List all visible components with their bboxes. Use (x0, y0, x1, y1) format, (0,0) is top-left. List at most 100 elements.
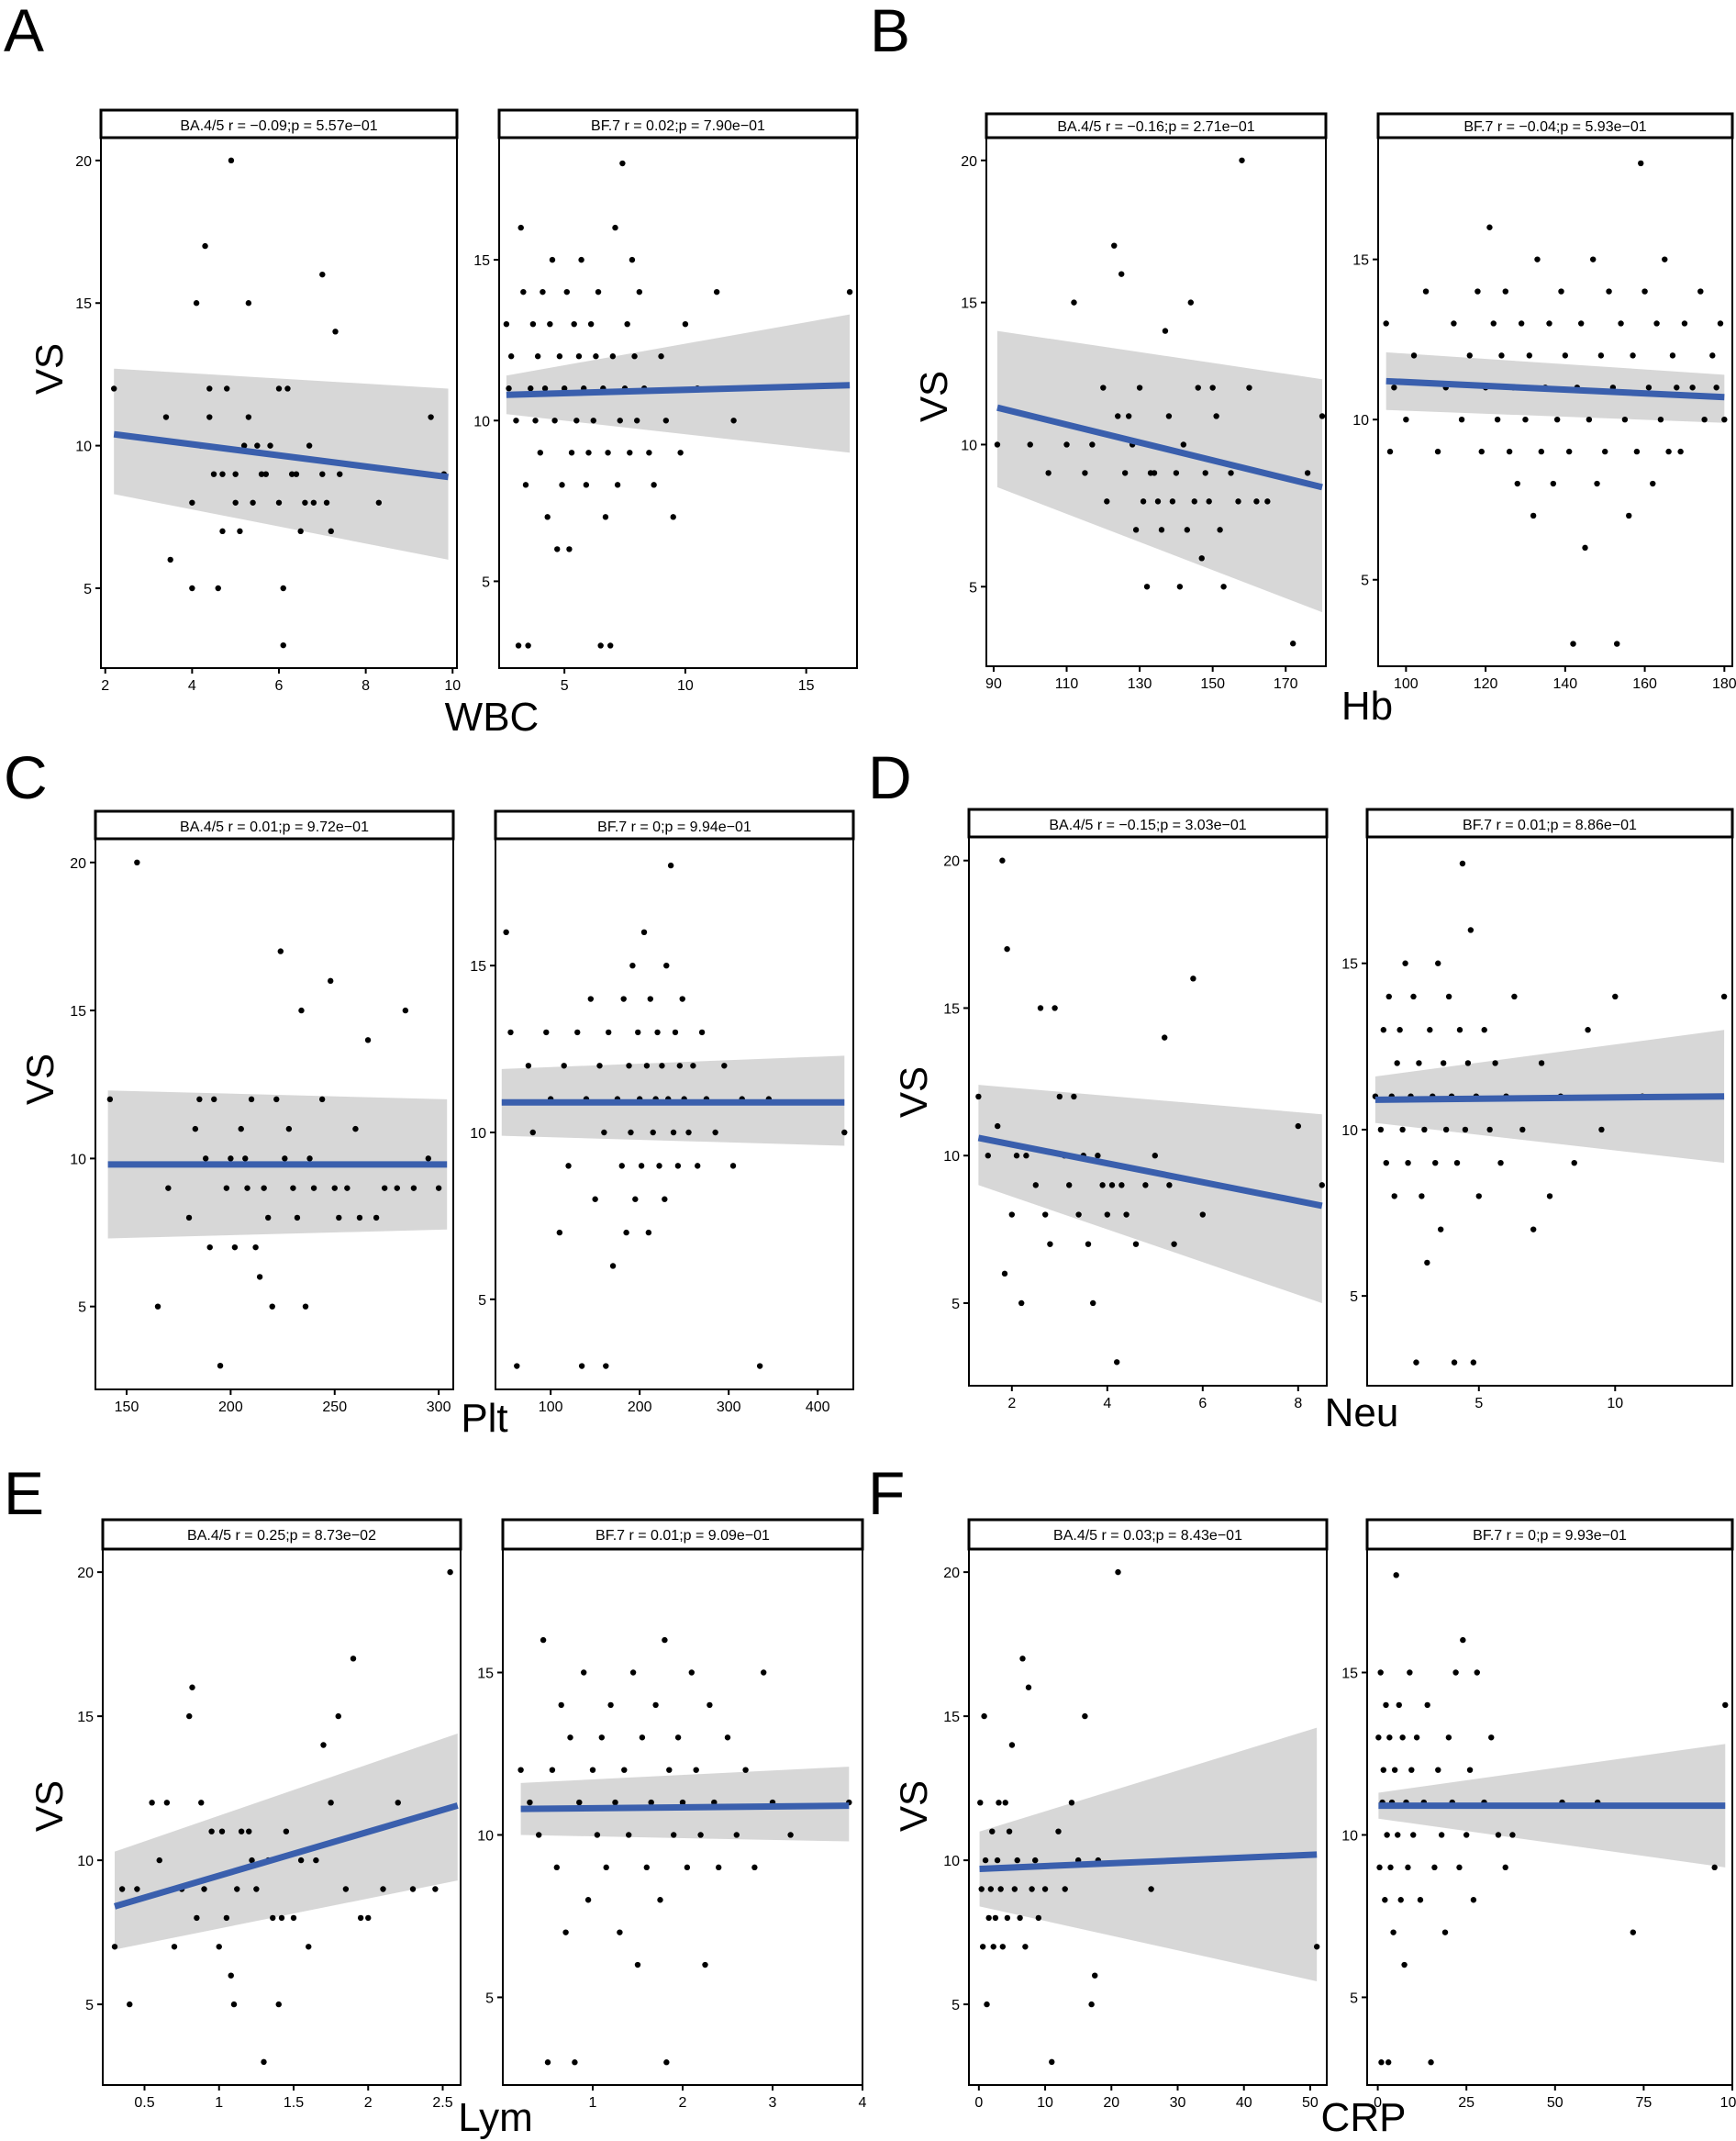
panel-a-bf7-plot-point-57 (651, 482, 657, 488)
panel-a-ba45-plot: 5 10 15 20 2 4 6 8 10 (75, 137, 461, 694)
panel-c-bf7-plot-ytick-label-15: 15 (470, 959, 486, 975)
panel-d-bf7-plot-point-49 (1571, 1159, 1577, 1166)
panel-f-bf7-plot-xtick-label-25: 25 (1458, 2095, 1474, 2111)
panel-d-ba45-plot: 5 10 15 20 2 4 6 8 (943, 836, 1328, 1411)
panel-b-bf7-plot-xtick-label-120: 120 (1474, 676, 1498, 692)
panel-c-bf7-plot-point-16 (601, 1129, 607, 1136)
panel-f-bf7-plot-point-52 (1711, 1864, 1718, 1871)
panel-b-bf7-plot-point-31 (1553, 417, 1561, 423)
panel-d-bf7-plot-point-21 (1432, 1159, 1439, 1166)
panel-f-ba45-plot-point-1 (978, 1886, 985, 1892)
panel-e-ba45-plot-point-46 (447, 1568, 453, 1576)
panel-a-ba45-plot-point-7 (202, 242, 208, 250)
panel-e-bf7-plot-point-27 (648, 1799, 654, 1806)
panel-d-ba45-plot-point-6 (1008, 1211, 1016, 1218)
panel-f-bf7-plot-point-17 (1396, 1701, 1402, 1709)
panel-c-ba45-plot-point-27 (290, 1185, 296, 1191)
panel-d-bf7-plot-point-54 (1720, 993, 1728, 1000)
panel-a-bf7-plot-point-58 (658, 353, 664, 360)
panel-b-ylabel: VS (912, 371, 955, 422)
panel-a-bf7-plot-point-37 (595, 288, 602, 296)
panel-b-bf7-plot-frame (1377, 137, 1733, 667)
panel-e-ba45-plot-xtick-label-2: 2 (364, 2095, 373, 2111)
panel-a-ba45-plot-point-19 (240, 442, 248, 449)
panel-b-ba45-plot-point-46 (1289, 641, 1296, 647)
panel-b-ba45-plot-point-32 (1195, 385, 1201, 391)
panel-a-bf7-plot-point-50 (627, 450, 633, 456)
panel-f-bf7-plot-frame (1366, 1548, 1733, 2086)
panel-f-ba45-plot-point-22 (1019, 1656, 1026, 1662)
panel-e-ba45-plot-point-28 (275, 2001, 282, 2008)
panel-e-xlabel: Lym (458, 2095, 533, 2140)
panel-d-ba45-plot-point-23 (1095, 1153, 1101, 1159)
panel-e-bf7-plot-point-4 (544, 2059, 551, 2066)
panel-c-bf7-plot-point-34 (647, 996, 654, 1002)
panel-f-bf7-plot-xtick-label-0: 0 (1374, 2095, 1382, 2111)
panel-c-bf7-plot-point-15 (596, 1063, 603, 1069)
panel-b-bf7-plot-ytick-label-10: 10 (1352, 413, 1369, 429)
panel-c-bf7-plot-xtick-label-400: 400 (806, 1399, 830, 1415)
panel-a-ylabel: VS (28, 343, 71, 395)
panel-f-bf7-plot-point-34 (1441, 1929, 1449, 1935)
panel-d-ba45-plot-point-17 (1066, 1182, 1073, 1188)
panel-d-bf7-plot-point-37 (1475, 1193, 1482, 1199)
panel-e-ba45-plot: 5 10 15 20 0.5 1 1.5 2 2.5 (77, 1548, 462, 2111)
panel-a-bf7-plot-ytick-label-15: 15 (473, 253, 490, 269)
panel-e-bf7-plot-fit-line (520, 1802, 850, 1812)
panel-c-bf7-plot-point-0 (503, 929, 509, 936)
panel-f-bf7-plot-point-30 (1428, 2059, 1434, 2066)
panel-d-ba45-plot-ytick-label-20: 20 (943, 854, 960, 870)
panel-e-ba45-plot-ytick-label-15: 15 (77, 1710, 94, 1725)
panel-c-bf7-plot-point-43 (667, 862, 674, 869)
panel-f-xlabel: CRP (1321, 2095, 1407, 2140)
panel-d-bf7-plot-xtick-label-10: 10 (1607, 1396, 1623, 1411)
panel-c-bf7-plot-point-31 (640, 929, 648, 936)
panel-e-ba45-plot-point-2 (127, 2001, 133, 2008)
panel-b-bf7-plot-point-46 (1614, 641, 1620, 647)
panel-e-ba45-plot-point-5 (156, 1857, 162, 1864)
panel-b-ba45-plot-point-47 (1304, 470, 1311, 476)
panel-a-ba45-plot-point-4 (189, 585, 195, 592)
panel-e-ba45-plot-point-29 (278, 1914, 285, 1922)
panel-f-bf7-plot-point-11 (1387, 1864, 1394, 1871)
panel-e-ba45-plot-point-39 (350, 1656, 357, 1662)
panel-b-bf7-plot-point-1 (1386, 448, 1394, 455)
panel-a-bf7-plot-point-53 (634, 418, 640, 424)
panel-a-ba45-plot-point-8 (206, 385, 213, 392)
panel-c-ba45-plot-point-22 (269, 1303, 275, 1310)
panel-a-ba45-plot-ci-band (114, 368, 449, 560)
panel-f-ba45-plot-point-28 (1041, 1886, 1049, 1892)
panel-b-bf7-plot-point-18 (1502, 288, 1508, 295)
panel-b-bf7-plot-point-10 (1466, 352, 1473, 359)
panel-d-ba45-plot-point-8 (1018, 1299, 1025, 1307)
panel-b-bf7-plot-point-52 (1638, 160, 1644, 167)
panel-c-bf7-plot-point-53 (698, 1029, 706, 1036)
panel-f-ba45-plot-point-20 (1014, 1857, 1020, 1864)
panel-d-bf7-plot-ytick-label-10: 10 (1341, 1123, 1358, 1139)
panel-e-bf7-plot-point-14 (589, 1767, 596, 1773)
panel-b-ba45-plot-point-8 (1104, 498, 1110, 505)
panel-c-ba45-plot-point-30 (302, 1303, 309, 1310)
panel-c-ba45-plot-point-7 (202, 1155, 209, 1162)
panel-f-ba45-plot-point-40 (1313, 1944, 1320, 1950)
panel-b-bf7-plot-point-17 (1498, 352, 1505, 359)
panel-d-ba45-plot-point-34 (1166, 1182, 1173, 1188)
panel-b-bf7-plot-point-35 (1570, 641, 1576, 647)
panel-c-ba45-plot-point-28 (294, 1214, 301, 1221)
panel-b-ba45-plot-point-1 (1027, 441, 1033, 448)
panel-c-bf7-plot-point-44 (670, 1129, 677, 1136)
panel-c-bf7-plot-point-47 (676, 1063, 684, 1069)
panel-c-ba45-plot-point-34 (328, 977, 334, 985)
panel-b-bf7-plot-point-2 (1391, 385, 1397, 391)
panel-b-bf7-plot-point-37 (1577, 320, 1585, 327)
panel-f-bf7-plot-xtick-label-100: 100 (1720, 2095, 1736, 2111)
panel-d-ylabel: VS (892, 1066, 935, 1118)
panel-e-bf7-plot-ytick-label-10: 10 (477, 1828, 494, 1844)
panel-c-ba45-plot-point-46 (425, 1155, 431, 1162)
panel-a-ba45-plot-point-14 (224, 385, 230, 392)
panel-f-ba45-plot-point-8 (989, 1828, 996, 1834)
panel-b-bf7-plot-fit-line (1385, 377, 1725, 401)
panel-d-bf7-plot-point-26 (1445, 993, 1452, 1000)
panel-a-ba45-plot-point-36 (306, 442, 313, 449)
panel-d-bf7-plot-point-41 (1497, 1159, 1504, 1166)
